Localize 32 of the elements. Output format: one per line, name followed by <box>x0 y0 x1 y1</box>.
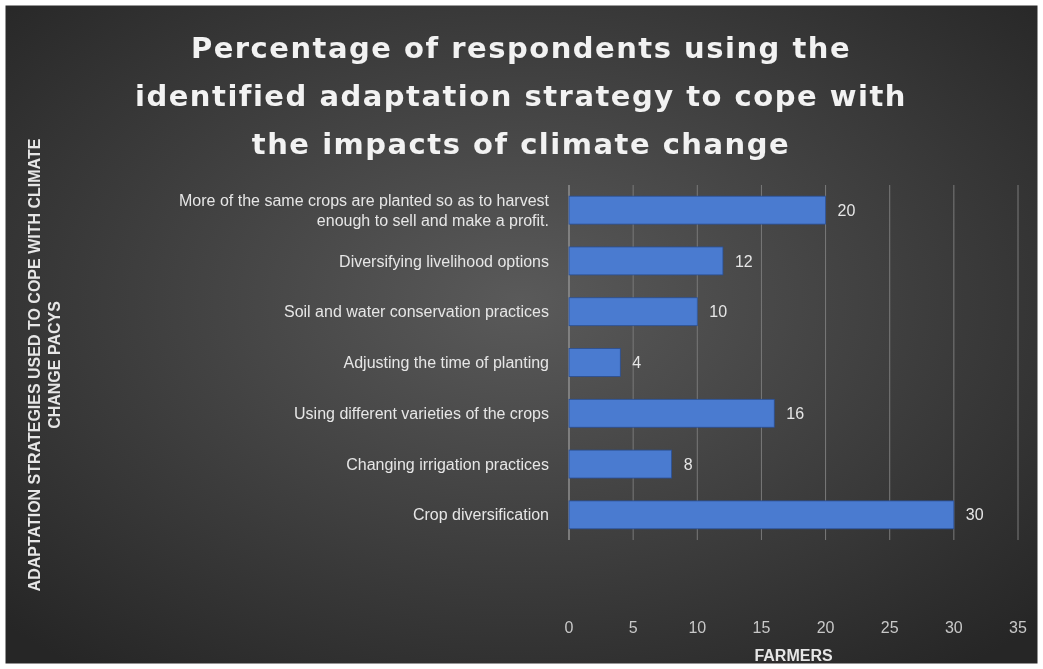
bar <box>568 195 826 225</box>
text: ADAPTATION STRATEGIES USED TO COPE WITH CLIMATE CHANGE PACYS <box>26 138 63 592</box>
data-label: 20 <box>837 201 856 219</box>
bar <box>568 246 724 276</box>
data-label: 30 <box>965 506 984 524</box>
data-label: 10 <box>709 303 728 321</box>
x-tick-label: 25 <box>880 619 899 636</box>
data-label: 8 <box>683 455 693 473</box>
x-tick-label: 20 <box>816 619 835 636</box>
data-label: 12 <box>734 252 753 270</box>
bar <box>568 398 775 428</box>
y-tick-label: Adjusting the time of planting <box>343 354 549 372</box>
y-tick-label: Diversifying livelihood options <box>339 252 549 270</box>
y-tick-label: More of the same crops are planted so as to harvest enough to sell and make a profit. <box>179 191 550 229</box>
bar <box>568 500 955 530</box>
bar <box>568 297 698 327</box>
x-tick-label: 10 <box>688 619 707 636</box>
y-tick-label: Using different varieties of the crops <box>294 404 549 422</box>
bar <box>568 348 621 377</box>
x-tick-label: 0 <box>564 619 574 636</box>
x-tick-label: 35 <box>1009 619 1027 636</box>
x-axis-title: FARMERS <box>754 647 833 664</box>
data-label: 4 <box>632 354 642 372</box>
y-tick-label: Soil and water conservation practices <box>283 303 549 321</box>
chart-title: Percentage of respondents using the identified adaptation strategy to cope with the impacts of climate change <box>135 31 907 161</box>
x-tick-label: 5 <box>628 619 638 636</box>
x-tick-label: 30 <box>944 619 963 636</box>
y-tick-label: Changing irrigation practices <box>346 455 549 473</box>
bar <box>568 449 673 479</box>
data-label: 16 <box>786 404 805 422</box>
y-tick-label: Crop diversification <box>412 506 549 524</box>
x-tick-label: 15 <box>752 619 771 636</box>
